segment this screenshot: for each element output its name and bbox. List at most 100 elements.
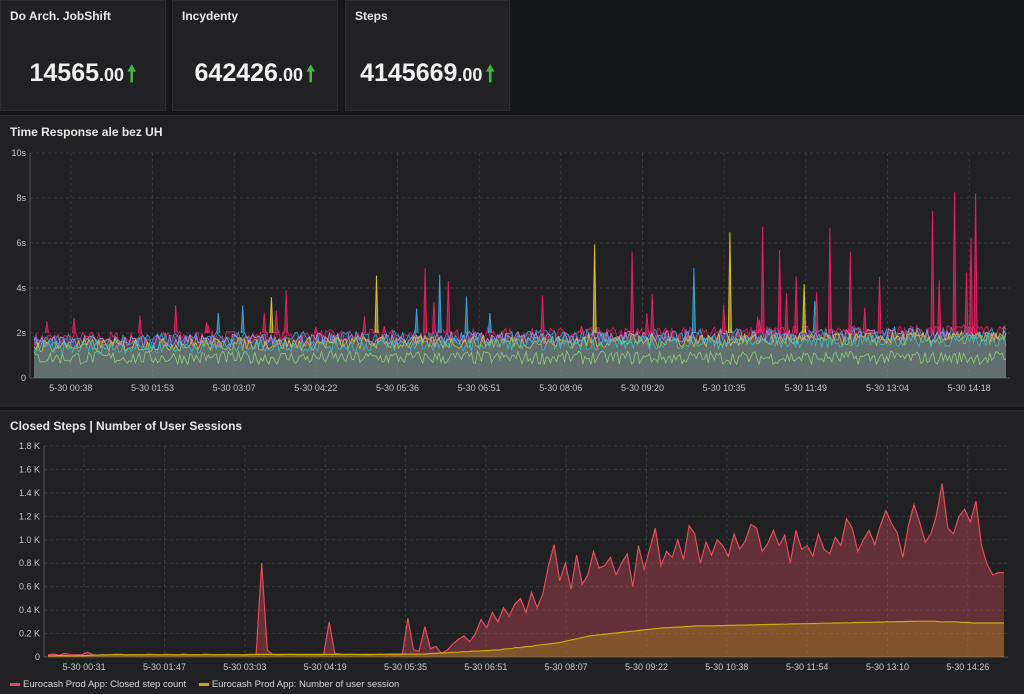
stat-decimal: .00 bbox=[277, 65, 303, 85]
closed-steps-x-tick: 5-30 00:31 bbox=[63, 662, 106, 672]
legend-item-user-sessions[interactable]: Eurocash Prod App: Number of user sessio… bbox=[198, 679, 400, 690]
time-response-spike bbox=[827, 228, 832, 334]
time-response-spike bbox=[644, 313, 649, 334]
closed-steps-x-tick: 5-30 04:19 bbox=[304, 662, 347, 672]
time-response-spike bbox=[757, 319, 762, 334]
closed-steps-x-tick: 5-30 09:22 bbox=[625, 662, 668, 672]
closed-steps-x-tick: 5-30 11:54 bbox=[786, 662, 828, 672]
time-response-x-tick: 5-30 08:06 bbox=[539, 383, 582, 393]
time-response-x-tick: 5-30 10:35 bbox=[703, 383, 746, 393]
time-response-spike bbox=[240, 305, 245, 334]
closed-steps-x-tick: 5-30 06:51 bbox=[464, 662, 507, 672]
stat-title: Steps bbox=[355, 9, 388, 23]
time-response-spike bbox=[930, 211, 935, 334]
closed-steps-x-tick: 5-30 14:26 bbox=[946, 662, 989, 672]
closed-steps-y-tick: 0.8 K bbox=[19, 558, 40, 568]
legend-label: Eurocash Prod App: Number of user sessio… bbox=[211, 679, 400, 690]
closed-steps-y-tick: 0.4 K bbox=[19, 605, 40, 615]
stat-decimal: .00 bbox=[99, 65, 125, 85]
time-response-spike bbox=[727, 232, 732, 334]
stat-panel-incydenty[interactable]: Incydenty 642426.00 🠕 bbox=[172, 0, 338, 111]
time-response-y-tick: 0 bbox=[21, 373, 26, 383]
time-response-spike bbox=[540, 295, 545, 334]
time-response-spike bbox=[204, 322, 209, 334]
time-response-spike bbox=[784, 293, 789, 334]
closed-steps-x-tick: 5-30 13:10 bbox=[866, 662, 909, 672]
time-response-spike bbox=[848, 251, 853, 334]
time-response-x-tick: 5-30 09:20 bbox=[621, 383, 664, 393]
time-response-spike bbox=[382, 326, 387, 334]
legend-label: Eurocash Prod App: Closed step count bbox=[23, 679, 187, 690]
stat-panel-steps[interactable]: Steps 4145669.00 🠕 bbox=[345, 0, 510, 111]
time-response-spike bbox=[760, 226, 765, 334]
time-response-x-tick: 5-30 06:51 bbox=[458, 383, 501, 393]
time-response-series-line bbox=[33, 329, 1007, 353]
time-response-spike bbox=[274, 310, 279, 334]
panel-title: Closed Steps | Number of User Sessions bbox=[10, 419, 243, 433]
time-response-series-line bbox=[33, 349, 1007, 367]
time-response-spike bbox=[374, 275, 379, 334]
time-response-spike bbox=[284, 290, 289, 334]
time-response-y-tick: 10s bbox=[11, 148, 26, 158]
stat-decimal: .00 bbox=[457, 65, 483, 85]
panel-title: Time Response ale bez UH bbox=[10, 125, 163, 139]
legend-item-closed-steps[interactable]: Eurocash Prod App: Closed step count bbox=[10, 679, 186, 690]
time-response-spike bbox=[964, 272, 969, 334]
time-response-area bbox=[34, 328, 1006, 378]
time-response-spike bbox=[432, 301, 436, 334]
time-response-y-tick: 2s bbox=[16, 328, 26, 338]
time-response-spike bbox=[446, 281, 451, 334]
time-response-spike bbox=[937, 280, 942, 334]
time-response-spike bbox=[592, 244, 597, 334]
closed-steps-y-tick: 1.4 K bbox=[19, 488, 40, 498]
time-response-spike bbox=[721, 304, 726, 334]
time-response-x-tick: 5-30 14:18 bbox=[948, 383, 991, 393]
time-response-spike bbox=[464, 296, 469, 334]
time-response-y-tick: 8s bbox=[16, 193, 26, 203]
stat-number: 14565 bbox=[29, 59, 100, 87]
legend-swatch bbox=[198, 682, 209, 686]
closed-steps-y-tick: 0.6 K bbox=[19, 582, 40, 592]
time-response-spike bbox=[952, 192, 957, 334]
time-response-spike bbox=[269, 297, 274, 334]
time-response-spike bbox=[44, 321, 49, 334]
closed-steps-x-tick: 5-30 05:35 bbox=[384, 662, 427, 672]
time-response-spike bbox=[72, 318, 76, 334]
up-arrow-icon: 🠕 bbox=[306, 61, 316, 86]
time-response-spike bbox=[362, 316, 367, 334]
time-response-x-tick: 5-30 01:53 bbox=[131, 383, 174, 393]
time-response-y-tick: 6s bbox=[16, 238, 26, 248]
closed-steps-panel[interactable]: Closed Steps | Number of User Sessions bbox=[0, 410, 1024, 694]
chart-legend: Eurocash Prod App: Closed step count Eur… bbox=[10, 679, 409, 690]
time-response-spike bbox=[969, 237, 973, 334]
time-response-spike bbox=[262, 312, 267, 334]
time-response-spike bbox=[794, 276, 799, 334]
closed-steps-y-tick: 1.8 K bbox=[19, 441, 40, 451]
stat-number: 4145669 bbox=[360, 59, 458, 87]
time-response-spike bbox=[437, 274, 442, 334]
time-response-spike bbox=[777, 250, 782, 334]
time-response-spike bbox=[877, 276, 882, 334]
stat-value: 14565.00 🠕 bbox=[1, 57, 165, 95]
time-response-x-tick: 5-30 00:38 bbox=[49, 383, 92, 393]
closed-steps-y-tick: 0 bbox=[35, 652, 40, 662]
closed-steps-y-tick: 1.0 K bbox=[19, 535, 40, 545]
closed-steps-y-tick: 0.2 K bbox=[19, 629, 40, 639]
closed-steps-x-tick: 5-30 03:03 bbox=[223, 662, 266, 672]
time-response-spike bbox=[862, 307, 867, 334]
stat-value: 642426.00 🠕 bbox=[173, 57, 337, 95]
time-response-spike bbox=[173, 304, 178, 334]
time-response-series-line bbox=[33, 332, 1007, 355]
stat-panel-jobshift[interactable]: Do Arch. JobShift 14565.00 🠕 bbox=[0, 0, 166, 111]
time-response-spike bbox=[630, 251, 635, 334]
closed-steps-y-tick: 1.6 K bbox=[19, 464, 40, 474]
stat-title: Do Arch. JobShift bbox=[10, 9, 111, 23]
time-response-spike bbox=[973, 193, 978, 334]
time-response-spike bbox=[137, 315, 142, 334]
time-response-spike bbox=[216, 312, 221, 334]
time-response-spike bbox=[691, 267, 696, 334]
time-response-spike bbox=[814, 292, 819, 334]
time-response-spike bbox=[423, 268, 428, 334]
time-response-series-line bbox=[33, 327, 1007, 350]
